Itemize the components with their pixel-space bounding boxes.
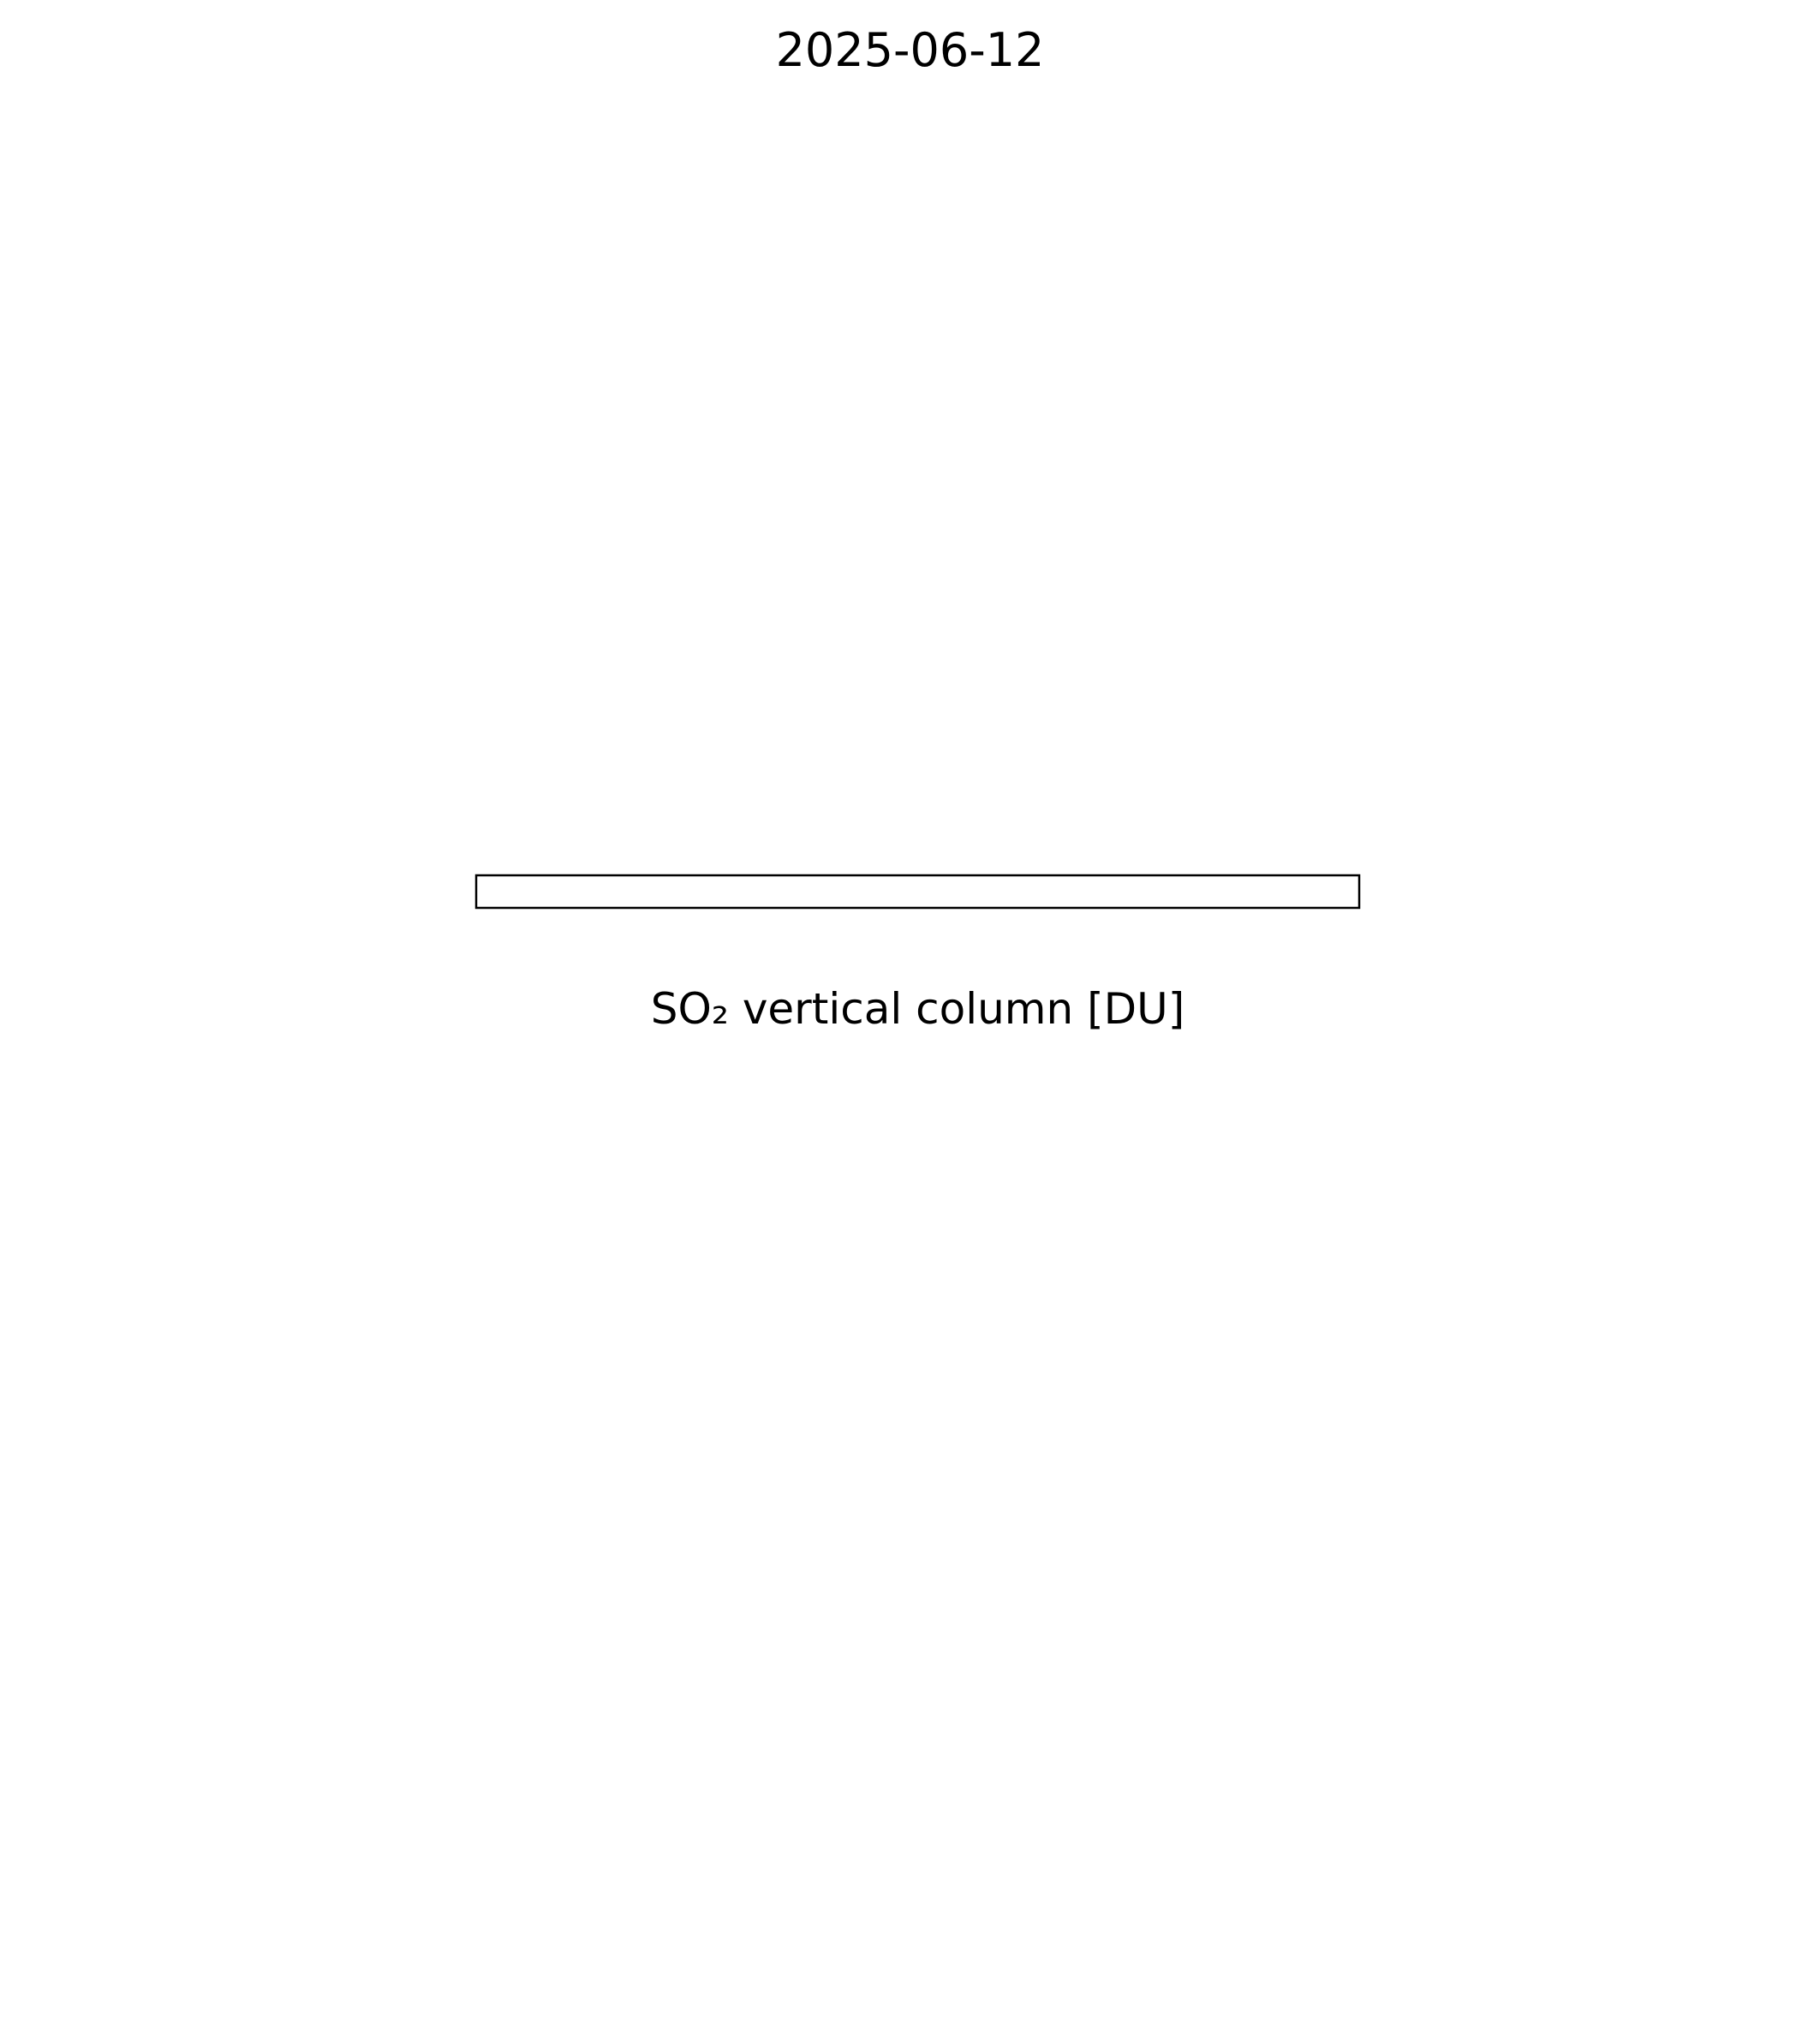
global-map-panel (264, 92, 1559, 740)
south-polar-panel (964, 1127, 1769, 1932)
colorbar-gradient-bar (474, 874, 1361, 910)
south-polar-canvas (964, 1127, 1769, 1932)
date-title: 2025-06-12 (775, 23, 1045, 77)
global-map-canvas (264, 92, 1559, 740)
north-polar-canvas (69, 1127, 874, 1932)
north-polar-panel (69, 1127, 874, 1932)
colorbar-axis-label: SO₂ vertical column [DU] (650, 984, 1185, 1034)
colorbar (474, 874, 1361, 910)
